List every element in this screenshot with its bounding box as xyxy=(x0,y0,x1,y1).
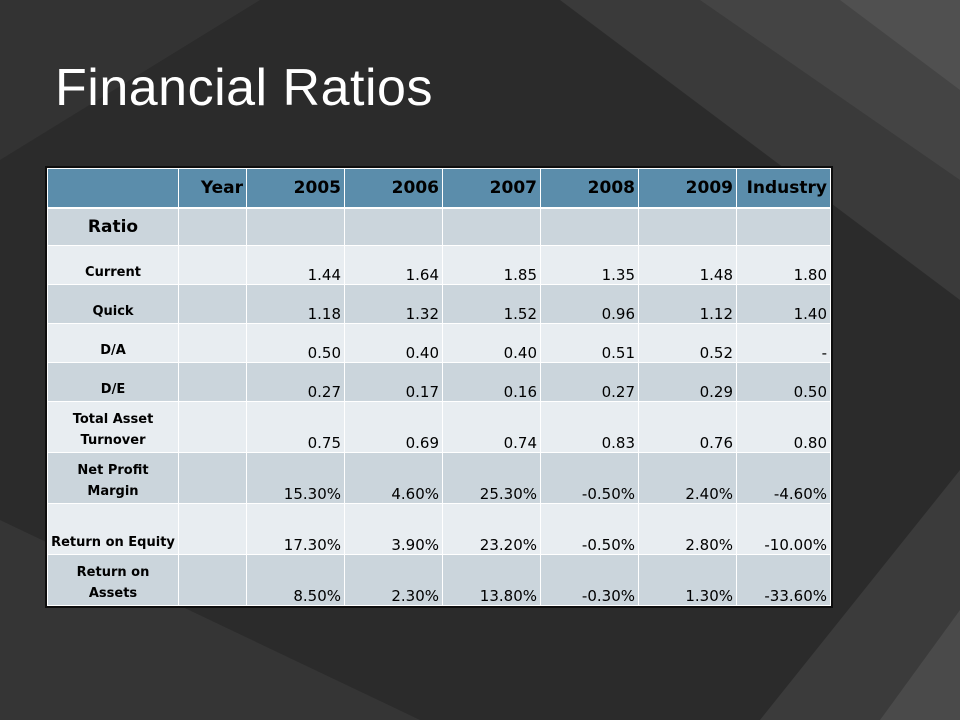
ratio-value-cell: 1.44 xyxy=(246,245,345,285)
ratio-value-cell: 3.90% xyxy=(344,503,443,555)
ratio-name-cell: Net Profit Margin xyxy=(47,452,179,504)
table-row: Total Asset Turnover 0.75 0.69 0.74 0.83 0.76… xyxy=(47,401,831,453)
ratio-value-cell: 25.30% xyxy=(442,452,541,504)
ratio-value-cell: 1.12 xyxy=(638,284,737,324)
ratio-value-cell: -0.50% xyxy=(540,503,639,555)
ratio-value-cell: 0.17 xyxy=(344,362,443,402)
ratio-name-cell: Return on Assets xyxy=(47,554,179,606)
empty-cell xyxy=(178,554,247,606)
table-row: D/A 0.50 0.40 0.40 0.51 0.52- xyxy=(47,323,831,363)
ratio-value-cell: 0.29 xyxy=(638,362,737,402)
year-header: Year xyxy=(178,168,247,209)
ratio-value-cell: 0.50 xyxy=(246,323,345,363)
ratio-value-cell: -0.50% xyxy=(540,452,639,504)
ratio-header: Ratio xyxy=(47,207,179,246)
ratio-value-cell: 2.40% xyxy=(638,452,737,504)
ratio-value-cell: -0.30% xyxy=(540,554,639,606)
ratio-value-cell: 1.30% xyxy=(638,554,737,606)
ratio-value-cell: 0.76 xyxy=(638,401,737,453)
ratio-value-cell: 0.51 xyxy=(540,323,639,363)
ratio-value-cell: 8.50% xyxy=(246,554,345,606)
header-corner-cell xyxy=(47,168,179,209)
ratio-value-cell: 23.20% xyxy=(442,503,541,555)
industry-value-cell: - xyxy=(736,323,831,363)
ratio-value-cell: 0.27 xyxy=(540,362,639,402)
ratio-value-cell: 1.52 xyxy=(442,284,541,324)
year-2009-header: 2009 xyxy=(638,168,737,209)
empty-cell xyxy=(344,207,443,246)
ratios-table-frame: Year 2005 2006 2007 2008 2009 Industry R… xyxy=(45,166,833,608)
ratio-value-cell: 1.18 xyxy=(246,284,345,324)
ratio-value-cell: 15.30% xyxy=(246,452,345,504)
industry-value-cell: -4.60% xyxy=(736,452,831,504)
ratio-name-cell: Quick xyxy=(47,284,179,324)
financial-ratios-table: Year 2005 2006 2007 2008 2009 Industry R… xyxy=(47,168,831,606)
empty-cell xyxy=(178,245,247,285)
ratio-label-row: Ratio xyxy=(47,207,831,246)
empty-cell xyxy=(178,401,247,453)
ratio-value-cell: 2.80% xyxy=(638,503,737,555)
ratio-value-cell: 17.30% xyxy=(246,503,345,555)
empty-cell xyxy=(638,207,737,246)
industry-value-cell: 1.80 xyxy=(736,245,831,285)
year-2006-header: 2006 xyxy=(344,168,443,209)
empty-cell xyxy=(736,207,831,246)
empty-cell xyxy=(178,503,247,555)
year-2007-header: 2007 xyxy=(442,168,541,209)
industry-value-cell: 1.40 xyxy=(736,284,831,324)
ratio-value-cell: 0.74 xyxy=(442,401,541,453)
empty-cell xyxy=(178,284,247,324)
ratio-value-cell: 2.30% xyxy=(344,554,443,606)
ratio-value-cell: 1.48 xyxy=(638,245,737,285)
empty-cell xyxy=(178,207,247,246)
ratio-value-cell: 0.75 xyxy=(246,401,345,453)
industry-value-cell: 0.50 xyxy=(736,362,831,402)
table-row: Return on Equity 17.30% 3.90% 23.20% -0.50% 2… xyxy=(47,503,831,555)
industry-value-cell: 0.80 xyxy=(736,401,831,453)
industry-value-cell: -33.60% xyxy=(736,554,831,606)
ratio-name-cell: Return on Equity xyxy=(47,503,179,555)
empty-cell xyxy=(442,207,541,246)
table-row: Quick 1.18 1.32 1.52 0.96 1.12 1.40 xyxy=(47,284,831,324)
ratio-value-cell: 0.16 xyxy=(442,362,541,402)
ratio-value-cell: 0.40 xyxy=(344,323,443,363)
table-row: Current 1.44 1.64 1.85 1.35 1.48 1.80 xyxy=(47,245,831,285)
ratio-value-cell: 0.96 xyxy=(540,284,639,324)
year-2005-header: 2005 xyxy=(246,168,345,209)
table-header-row: Year 2005 2006 2007 2008 2009 Industry xyxy=(47,168,831,209)
empty-cell xyxy=(540,207,639,246)
ratio-value-cell: 0.83 xyxy=(540,401,639,453)
ratio-value-cell: 1.85 xyxy=(442,245,541,285)
ratio-value-cell: 13.80% xyxy=(442,554,541,606)
industry-header: Industry xyxy=(736,168,831,209)
ratio-value-cell: 1.35 xyxy=(540,245,639,285)
ratio-value-cell: 0.27 xyxy=(246,362,345,402)
table-row: Net Profit Margin 15.30% 4.60% 25.30% -0.50%… xyxy=(47,452,831,504)
table-row: Return on Assets 8.50% 2.30% 13.80% -0.30% 1.… xyxy=(47,554,831,606)
ratio-name-cell: Total Asset Turnover xyxy=(47,401,179,453)
empty-cell xyxy=(178,323,247,363)
empty-cell xyxy=(178,362,247,402)
ratio-name-cell: D/E xyxy=(47,362,179,402)
ratio-value-cell: 4.60% xyxy=(344,452,443,504)
ratio-value-cell: 0.40 xyxy=(442,323,541,363)
ratio-value-cell: 1.64 xyxy=(344,245,443,285)
ratio-name-cell: D/A xyxy=(47,323,179,363)
slide-title: Financial Ratios xyxy=(55,59,433,117)
ratio-name-cell: Current xyxy=(47,245,179,285)
ratio-value-cell: 0.69 xyxy=(344,401,443,453)
industry-value-cell: -10.00% xyxy=(736,503,831,555)
year-2008-header: 2008 xyxy=(540,168,639,209)
empty-cell xyxy=(246,207,345,246)
empty-cell xyxy=(178,452,247,504)
table-row: D/E 0.27 0.17 0.16 0.27 0.29 0.50 xyxy=(47,362,831,402)
ratio-value-cell: 1.32 xyxy=(344,284,443,324)
ratio-value-cell: 0.52 xyxy=(638,323,737,363)
